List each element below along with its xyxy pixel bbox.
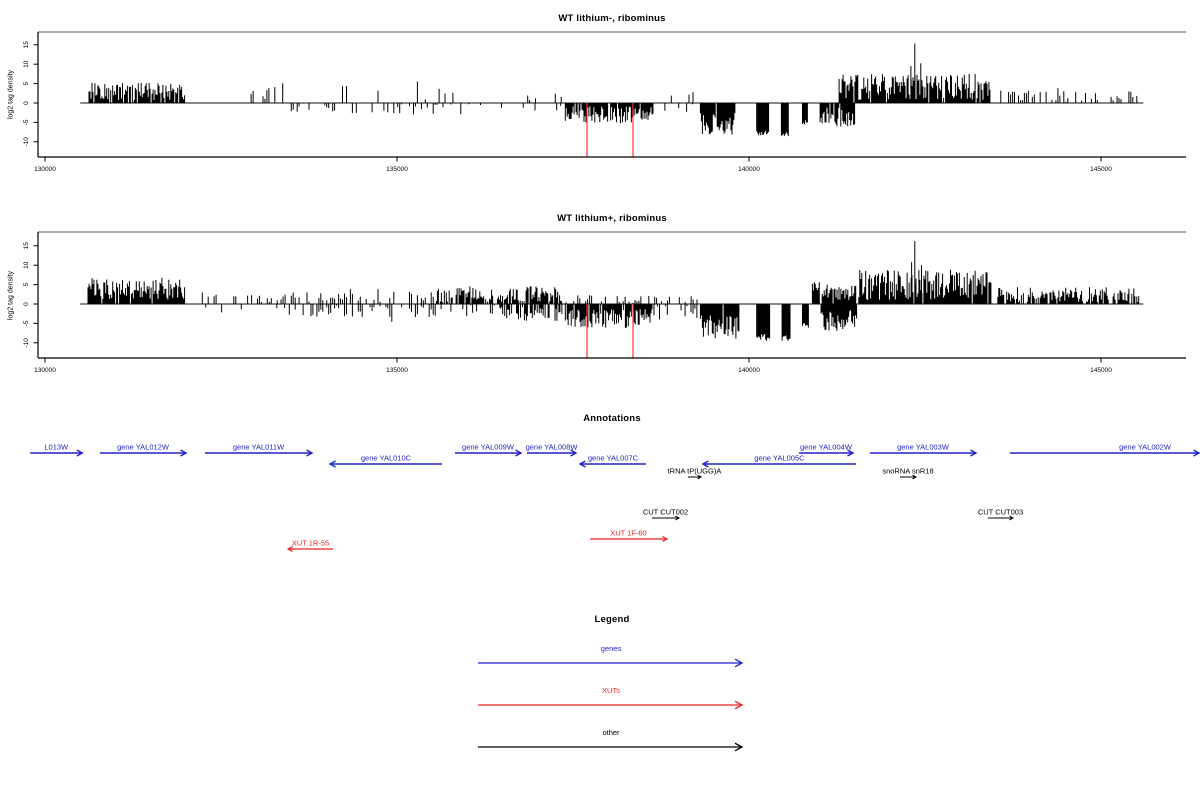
panel1-title: WT lithium-, ribominus	[558, 13, 666, 24]
xut-label: XUT 1R-55	[292, 539, 329, 548]
arrowhead-icon	[847, 449, 855, 457]
arrowhead-icon	[970, 449, 978, 457]
gene-label: gene YAL002W	[1119, 443, 1172, 452]
gene-label: gene YAL009W	[462, 443, 515, 452]
y-tick-label: 15	[23, 41, 30, 49]
xut-label: XUT 1F-60	[610, 529, 647, 538]
arrowhead-icon	[662, 535, 669, 543]
y-tick-label: 0	[23, 101, 30, 105]
arrowhead-icon	[675, 515, 681, 521]
panel2-title: WT lithium+, ribominus	[557, 213, 667, 224]
y-tick-label: 5	[23, 81, 30, 85]
coverage-bars	[88, 43, 1138, 137]
arrowhead-icon	[697, 474, 703, 480]
gene-label: gene YAL012W	[117, 443, 170, 452]
other-label: snoRNA snR18	[882, 467, 933, 476]
legend-arrowhead-icon	[734, 700, 744, 710]
arrowhead-icon	[328, 460, 336, 468]
x-tick-label: 145000	[1090, 367, 1112, 374]
arrowhead-icon	[578, 460, 586, 468]
y-tick-label: 5	[23, 282, 30, 286]
other-label: tRNA tP(UGG)A	[668, 467, 722, 476]
arrowhead-icon	[76, 449, 84, 457]
y-tick-label: -10	[23, 338, 30, 348]
y-tick-label: -10	[23, 137, 30, 147]
y-tick-label: 10	[23, 60, 30, 68]
gene-label: gene YAL010C	[361, 454, 412, 463]
arrowhead-icon	[180, 449, 188, 457]
gene-label: gene YAL007C	[588, 454, 639, 463]
legend-title: Legend	[594, 614, 630, 625]
arrowhead-icon	[306, 449, 314, 457]
legend-label-genes: genes	[600, 644, 622, 653]
y-tick-label: 10	[23, 261, 30, 269]
gene-label: gene YAL003W	[897, 443, 950, 452]
x-tick-label: 135000	[386, 367, 408, 374]
other-label: CUT CUT003	[978, 508, 1023, 517]
y-tick-label: 0	[23, 302, 30, 306]
arrowhead-icon	[701, 460, 709, 468]
gene-label: gene YAL011W	[233, 443, 285, 452]
legend-arrowhead-icon	[734, 658, 744, 668]
arrowhead-icon	[1193, 449, 1200, 457]
x-tick-label: 130000	[34, 367, 56, 374]
annotations-title: Annotations	[583, 413, 641, 424]
x-tick-label: 130000	[34, 166, 56, 173]
gene-label: gene YAL004W	[800, 443, 853, 452]
gene-label: gene YAL008W	[526, 443, 579, 452]
coverage-bars	[87, 241, 1140, 341]
gene-label: gene YAL005C	[754, 454, 805, 463]
arrowhead-icon	[570, 449, 578, 457]
panel2-y-axis-label: log2 tag density	[7, 270, 15, 321]
other-label: CUT CUT002	[643, 508, 688, 517]
x-tick-label: 145000	[1090, 166, 1112, 173]
y-tick-label: -5	[23, 119, 30, 125]
arrowhead-icon	[515, 449, 523, 457]
arrowhead-icon	[286, 545, 293, 553]
legend-arrowhead-icon	[734, 742, 744, 752]
arrowhead-icon	[912, 474, 918, 480]
legend-label-other: other	[602, 728, 620, 737]
gene-label: L013W	[44, 443, 69, 452]
panel1-y-axis-label: log2 tag density	[7, 69, 15, 120]
x-tick-label: 140000	[738, 367, 760, 374]
y-tick-label: 15	[23, 242, 30, 250]
x-tick-label: 140000	[738, 166, 760, 173]
y-tick-label: -5	[23, 320, 30, 326]
arrowhead-icon	[1009, 515, 1015, 521]
legend-label-xuts: XUTs	[602, 686, 620, 695]
x-tick-label: 135000	[386, 166, 408, 173]
